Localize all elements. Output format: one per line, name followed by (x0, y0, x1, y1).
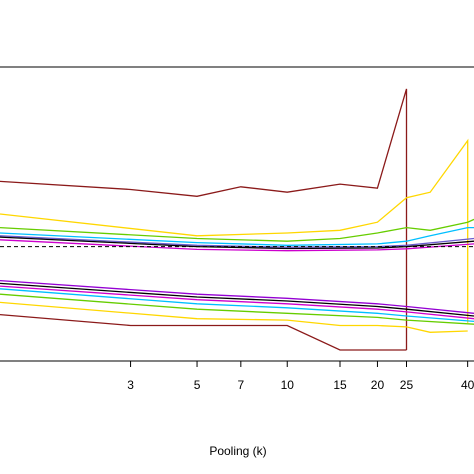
series-layer (0, 88, 474, 351)
series-line-14 (0, 313, 407, 351)
series-line-13 (0, 301, 468, 333)
x-tick-label: 3 (127, 378, 134, 392)
series-line-8 (0, 279, 474, 314)
x-tick-label: 7 (237, 378, 244, 392)
x-tick-label: 15 (333, 378, 347, 392)
x-tick-label: 10 (281, 378, 295, 392)
x-tick-label: 20 (371, 378, 385, 392)
series-line-2 (0, 138, 469, 323)
x-axis: 3 5 7 10 15 20 25 40 (127, 361, 474, 392)
series-line-1 (0, 88, 408, 350)
plot-frame (0, 66, 474, 362)
x-tick-label: 25 (400, 378, 414, 392)
series-line-7 (0, 239, 474, 252)
series-line-6 (0, 236, 474, 250)
x-tick-label: 5 (194, 378, 201, 392)
x-axis-title: Pooling (k) (209, 444, 266, 458)
series-line-11 (0, 288, 474, 323)
series-line-12 (0, 293, 474, 325)
series-line-3 (0, 218, 474, 242)
series-line-9 (0, 282, 474, 317)
series-line-4 (0, 226, 474, 246)
series-line-10 (0, 285, 474, 320)
x-tick-label: 40 (461, 378, 474, 392)
